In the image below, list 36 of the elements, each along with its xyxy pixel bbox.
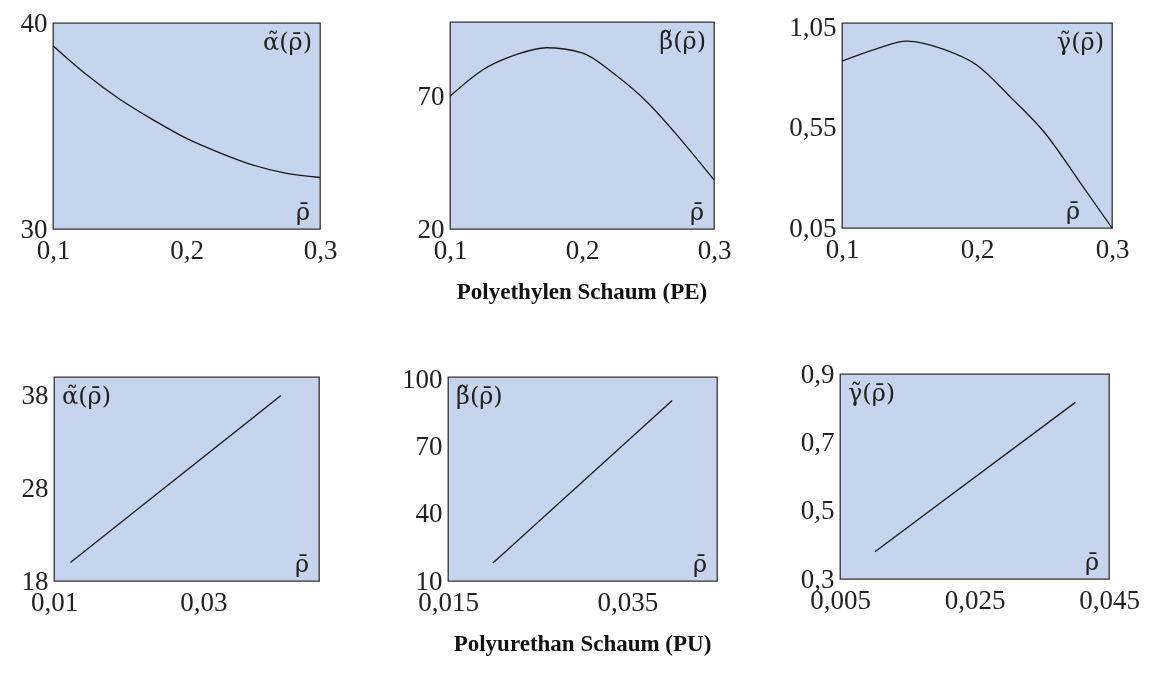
y-tick-label: 0,7 (800, 426, 835, 457)
x-axis-title: ρ̄ (1065, 197, 1080, 225)
y-axis-title: γ̃(ρ̄) (1056, 28, 1104, 56)
y-tick-label: 0,5 (800, 495, 835, 526)
x-axis-title: ρ̄ (1084, 548, 1099, 576)
y-tick-label: 38 (21, 380, 49, 411)
y-tick-label: 70 (415, 430, 443, 461)
y-tick-label: 0,55 (789, 112, 837, 143)
x-axis-title: ρ̄ (294, 550, 309, 578)
x-tick-label: 0,025 (944, 584, 1006, 615)
x-tick-label: 0,2 (960, 233, 995, 264)
x-axis-title: ρ̄ (692, 550, 707, 578)
x-axis-title: ρ̄ (689, 198, 704, 226)
x-tick-label: 0,3 (697, 234, 732, 265)
y-tick-label: 0,9 (800, 358, 835, 389)
y-tick-label: 28 (21, 472, 49, 503)
y-axis-title: β̃(ρ̄) (659, 27, 706, 55)
x-tick-label: 0,2 (565, 234, 600, 265)
x-tick-label: 0,2 (170, 234, 204, 265)
y-tick-label: 1,05 (789, 11, 837, 42)
y-tick-label: 40 (20, 7, 48, 38)
text: Polyurethan Schaum (PU) (453, 631, 712, 656)
y-tick-label: 40 (415, 498, 443, 529)
x-tick-label: 0,045 (1079, 584, 1140, 615)
text: Polyethylen Schaum (PE) (456, 279, 708, 304)
x-tick-label: 0,035 (597, 586, 659, 617)
y-tick-label: 100 (402, 363, 443, 394)
x-tick-label: 0,3 (1095, 233, 1130, 264)
y-axis-title: α̃(ρ̄) (62, 382, 112, 410)
x-tick-label: 0,3 (303, 234, 338, 265)
y-axis-title: γ̃(ρ̄) (848, 379, 896, 407)
y-axis-title: β̃(ρ̄) (456, 382, 503, 410)
x-tick-label: 0,03 (180, 586, 228, 617)
y-tick-label: 70 (417, 80, 445, 111)
x-axis-title: ρ̄ (295, 198, 310, 226)
y-axis-title: α̃(ρ̄) (262, 28, 312, 56)
